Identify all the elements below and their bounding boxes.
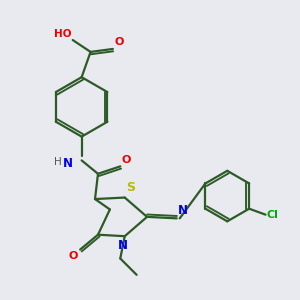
Text: S: S xyxy=(126,181,135,194)
Text: HO: HO xyxy=(54,28,71,38)
Text: O: O xyxy=(68,251,78,261)
Text: O: O xyxy=(114,38,124,47)
Text: N: N xyxy=(63,158,73,170)
Text: Cl: Cl xyxy=(267,210,279,220)
Text: N: N xyxy=(118,238,128,252)
Text: O: O xyxy=(122,155,131,165)
Text: H: H xyxy=(54,158,61,167)
Text: N: N xyxy=(178,204,188,217)
